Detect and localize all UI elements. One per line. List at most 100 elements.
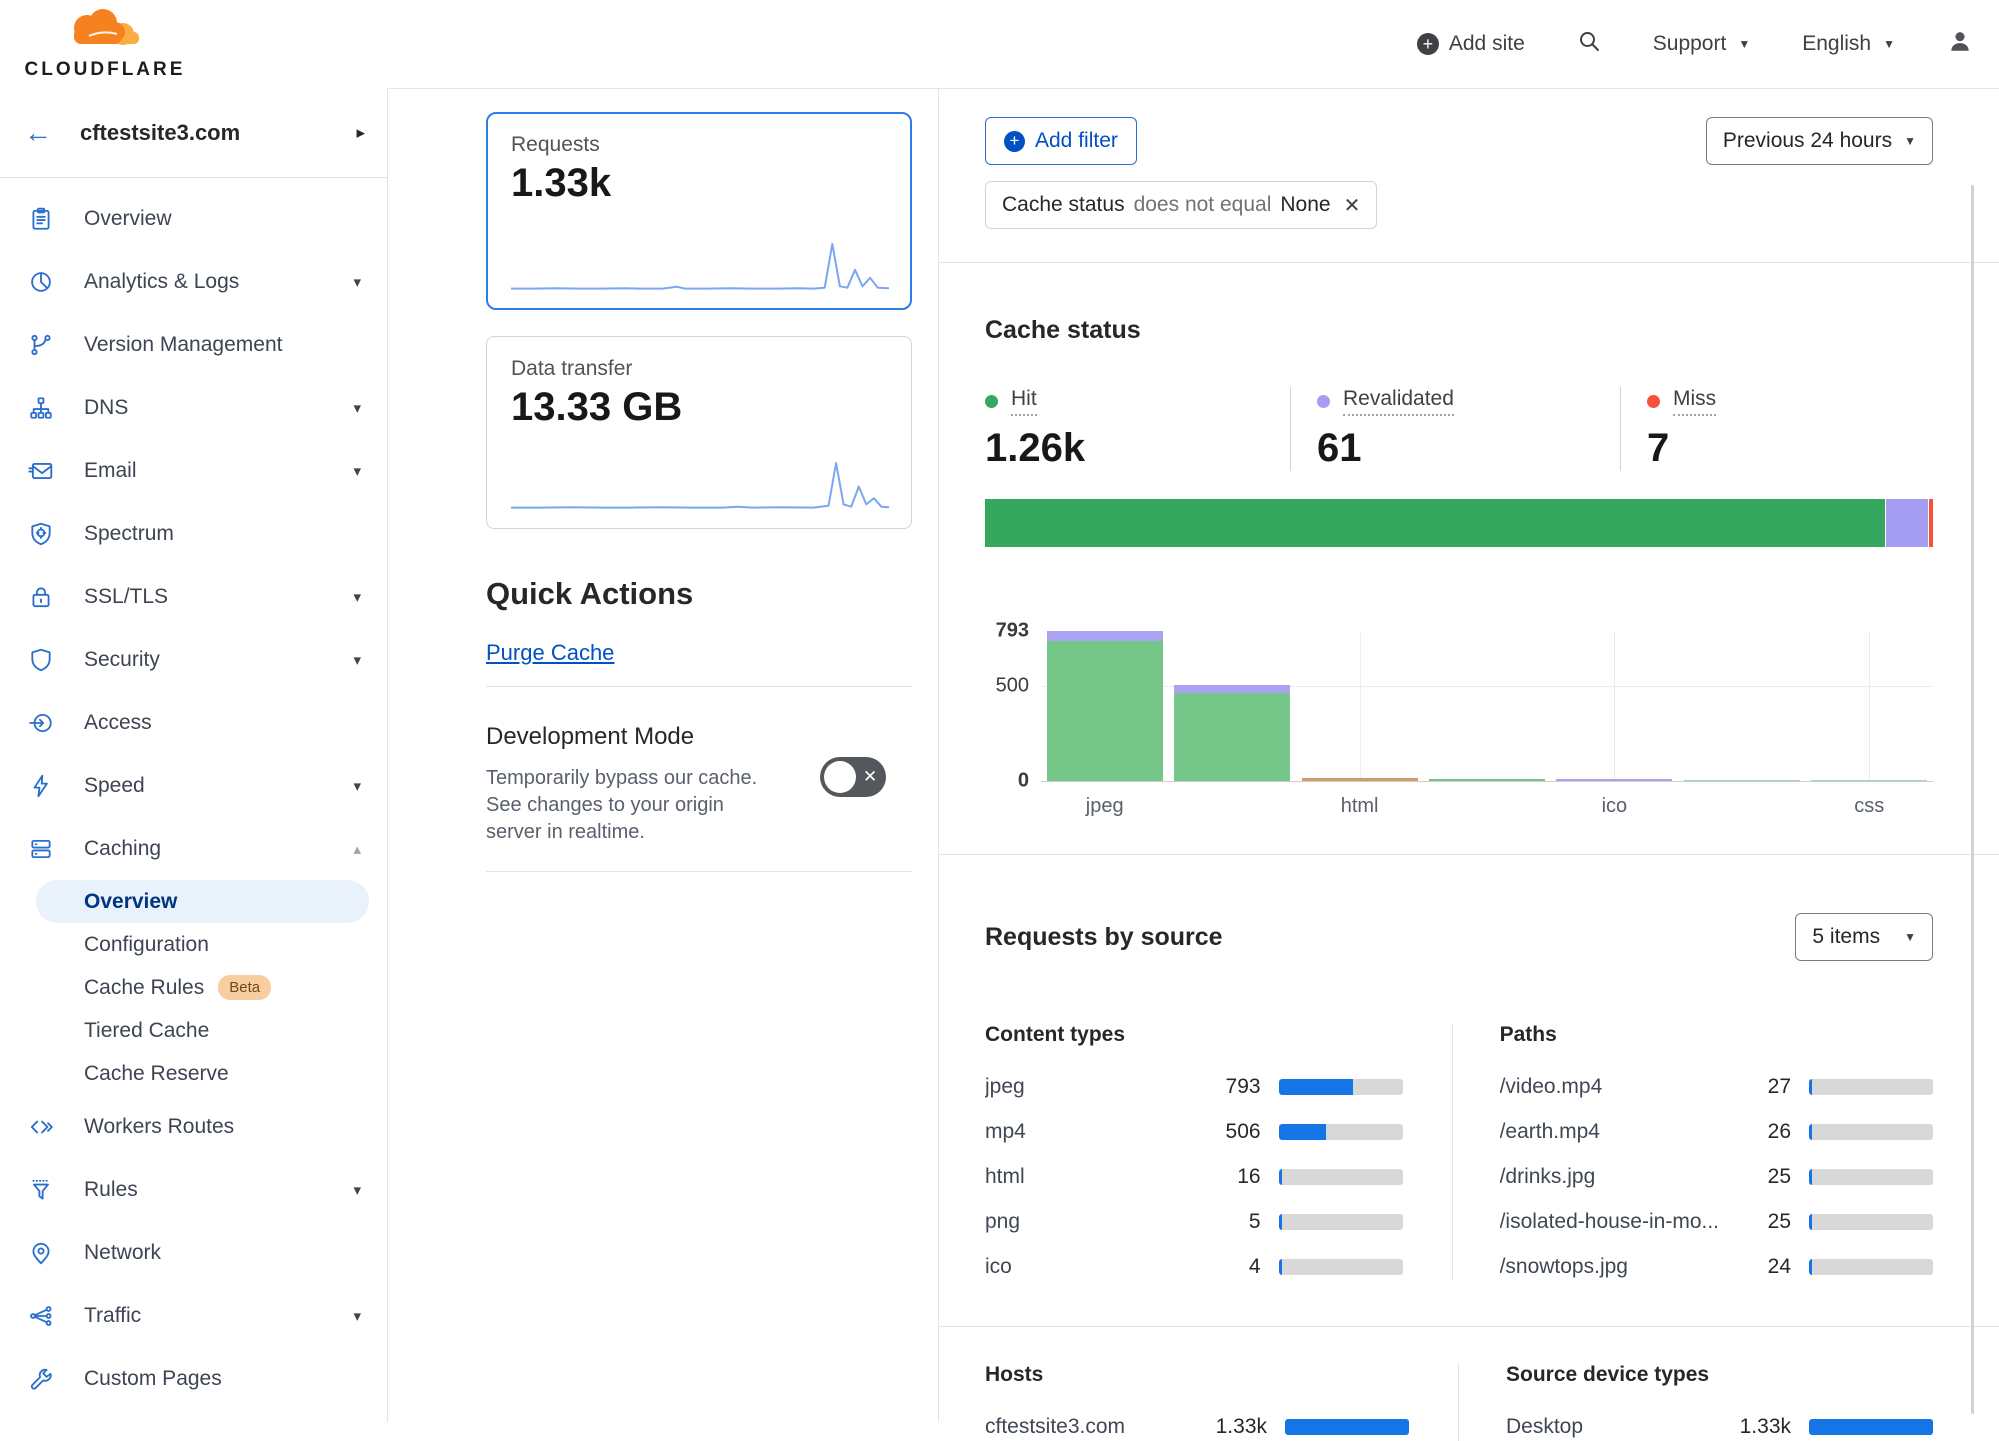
filter-row: + Add filter Cache status does not equal… — [985, 117, 1933, 229]
dns-icon — [28, 395, 54, 421]
sidebar-item-security[interactable]: Security▾ — [0, 628, 387, 691]
time-range-dropdown[interactable]: Previous 24 hours — [1706, 117, 1933, 165]
spectrum-icon — [28, 521, 54, 547]
sidebar-item-dns[interactable]: DNS▾ — [0, 376, 387, 439]
bar-ico — [1556, 779, 1672, 781]
value-bar — [1809, 1259, 1933, 1275]
requests-metric-card[interactable]: Requests 1.33k — [486, 112, 912, 310]
site-header: ← cftestsite3.com ▸ — [0, 88, 387, 178]
value-bar — [1809, 1169, 1933, 1185]
purge-cache-link[interactable]: Purge Cache — [486, 640, 614, 666]
sidebar-item-spectrum[interactable]: Spectrum — [0, 502, 387, 565]
chevron-down-icon: ▾ — [353, 588, 361, 606]
stat-miss: Miss 7 — [1620, 387, 1933, 471]
development-mode-title: Development Mode — [486, 723, 912, 751]
caching-icon — [28, 836, 54, 862]
security-icon — [28, 647, 54, 673]
chevron-down-icon: ▾ — [353, 399, 361, 417]
sidebar-item-network[interactable]: Network — [0, 1221, 387, 1284]
search-icon — [1577, 29, 1601, 59]
bar-mp4 — [1174, 685, 1290, 781]
plus-icon: + — [1417, 33, 1439, 55]
stacked-segment-miss — [1928, 499, 1933, 547]
sidebar-item-analytics-logs[interactable]: Analytics & Logs▾ — [0, 250, 387, 313]
sidebar-item-traffic[interactable]: Traffic▾ — [0, 1284, 387, 1347]
data-transfer-card-value: 13.33 GB — [511, 385, 887, 430]
requests-card-value: 1.33k — [511, 161, 887, 206]
chevron-right-icon[interactable]: ▸ — [356, 123, 365, 143]
development-mode-toggle[interactable]: ✕ — [820, 757, 886, 797]
filter-chip[interactable]: Cache status does not equal None ✕ — [985, 181, 1377, 229]
sidebar-subitem-caching-cache-reserve[interactable]: Cache Reserve — [36, 1052, 369, 1095]
sidebar-item-custom-pages[interactable]: Custom Pages — [0, 1347, 387, 1410]
account-button[interactable] — [1947, 28, 1973, 60]
ssl-tls-icon — [28, 584, 54, 610]
add-filter-button[interactable]: + Add filter — [985, 117, 1137, 165]
sidebar-item-ssl-tls[interactable]: SSL/TLS▾ — [0, 565, 387, 628]
value-bar — [1279, 1079, 1403, 1095]
cache-status-title: Cache status — [985, 316, 1933, 345]
add-site-button[interactable]: + Add site — [1417, 32, 1525, 56]
items-count-dropdown[interactable]: 5 items — [1795, 913, 1933, 961]
cache-status-stats: Hit 1.26k Revalidated 61 Miss 7 — [985, 387, 1933, 471]
table-row[interactable]: /isolated-house-in-mo...25 — [1500, 1208, 1933, 1236]
network-icon — [28, 1240, 54, 1266]
quick-actions-title: Quick Actions — [486, 576, 938, 612]
sidebar-subitem-caching-tiered-cache[interactable]: Tiered Cache — [36, 1009, 369, 1052]
workers-routes-icon — [28, 1114, 54, 1140]
sidebar-item-speed[interactable]: Speed▾ — [0, 754, 387, 817]
sidebar-item-caching[interactable]: Caching▴ — [0, 817, 387, 880]
toggle-knob — [824, 761, 856, 793]
bar-png — [1429, 779, 1545, 781]
requests-sparkline — [511, 239, 889, 295]
value-bar — [1279, 1214, 1403, 1230]
sidebar-item-access[interactable]: Access — [0, 691, 387, 754]
overview-column: Requests 1.33k Data transfer 13.33 GB Qu… — [389, 88, 938, 1422]
sidebar-item-email[interactable]: Email▾ — [0, 439, 387, 502]
sidebar-subitem-caching-configuration[interactable]: Configuration — [36, 923, 369, 966]
data-transfer-metric-card[interactable]: Data transfer 13.33 GB — [486, 336, 912, 529]
support-menu[interactable]: Support — [1653, 32, 1750, 56]
requests-card-label: Requests — [511, 133, 887, 157]
cache-status-section: Cache status Hit 1.26k Revalidated 61 — [985, 263, 1933, 831]
revalidated-dot-icon — [1317, 395, 1330, 408]
chevron-down-icon: ▾ — [353, 1307, 361, 1325]
rules-icon — [28, 1177, 54, 1203]
development-mode-section: Development Mode Temporarily bypass our … — [486, 723, 912, 872]
chevron-down-icon: ▾ — [353, 1181, 361, 1199]
sidebar-item-workers-routes[interactable]: Workers Routes — [0, 1095, 387, 1158]
sidebar-item-version-management[interactable]: Version Management — [0, 313, 387, 376]
speed-icon — [28, 773, 54, 799]
back-arrow-icon[interactable]: ← — [24, 119, 52, 147]
sidebar-item-rules[interactable]: Rules▾ — [0, 1158, 387, 1221]
value-bar — [1809, 1079, 1933, 1095]
beta-badge: Beta — [218, 975, 271, 1000]
sidebar-item-overview[interactable]: Overview — [0, 187, 387, 250]
cloudflare-logo[interactable]: CLOUDFLARE — [20, 6, 190, 81]
email-icon — [28, 458, 54, 484]
chevron-down-icon: ▾ — [353, 462, 361, 480]
search-button[interactable] — [1577, 29, 1601, 59]
scrollbar[interactable] — [1971, 185, 1974, 1414]
value-bar — [1279, 1259, 1403, 1275]
language-menu[interactable]: English — [1802, 32, 1895, 56]
brand-wordmark: CLOUDFLARE — [20, 59, 190, 81]
sidebar-subitem-caching-overview[interactable]: Overview — [36, 880, 369, 923]
remove-filter-icon[interactable]: ✕ — [1344, 193, 1361, 218]
